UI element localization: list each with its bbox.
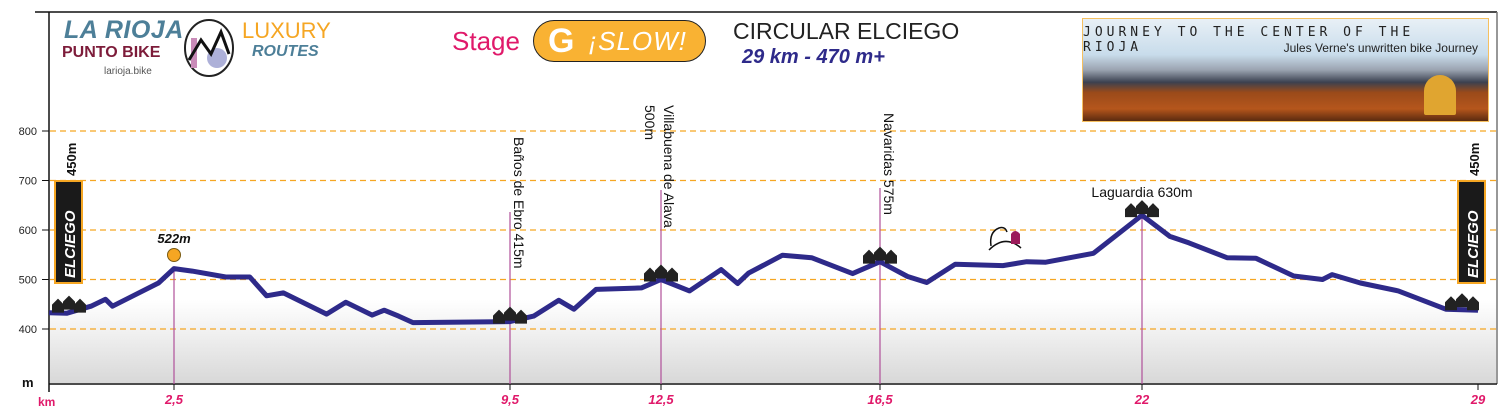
- y-tick-label: 400: [19, 324, 37, 336]
- banner-title: JOURNEY TO THE CENTER OF THE RIOJA: [1083, 25, 1415, 55]
- house-shape: [1467, 296, 1479, 311]
- y-tick-label: 500: [19, 275, 37, 287]
- cyclist-icon: [988, 226, 1022, 251]
- village-houses-icon: [493, 306, 527, 324]
- village-houses-icon: [863, 246, 897, 264]
- poi-label: Laguardia 630m: [1091, 184, 1192, 200]
- house-shape: [655, 264, 667, 279]
- house-shape: [515, 309, 527, 324]
- logo-luxury: LUXURY: [242, 18, 331, 43]
- logo-routes: ROUTES: [252, 43, 319, 60]
- vineyard-background: [50, 300, 1496, 383]
- mountain-emblem-icon: [184, 19, 234, 77]
- stage-letter: G: [548, 21, 575, 60]
- x-tick-label: 9,5: [501, 392, 520, 407]
- village-houses-icon: [52, 295, 86, 313]
- house-shape: [1445, 296, 1457, 311]
- summit-pin-icon: [167, 248, 181, 262]
- start-marker: ELCIEGO 450m: [54, 143, 83, 284]
- finish-marker: ELCIEGO 450m: [1457, 143, 1486, 284]
- y-axis-label: m: [22, 375, 34, 390]
- house-shape: [666, 267, 678, 282]
- house-shape: [504, 306, 516, 321]
- house-shape: [1147, 203, 1159, 218]
- house-shape: [493, 309, 505, 324]
- x-axis-label: km: [38, 395, 55, 409]
- village-houses-icon: [1125, 200, 1159, 218]
- route-title: CIRCULAR ELCIEGO: [733, 18, 960, 44]
- finish-name: ELCIEGO: [1465, 210, 1482, 278]
- y-tick-label: 800: [19, 126, 37, 138]
- x-tick-label: 22: [1134, 392, 1150, 407]
- poi-label: Baños de Ebro 415m: [511, 137, 527, 269]
- logo-punto-bike: PUNTO BIKE: [62, 44, 161, 61]
- poi-label: Navaridas 575m: [881, 113, 897, 215]
- stage-pace: ¡SLOW!: [588, 25, 687, 56]
- house-shape: [885, 249, 897, 264]
- logo-la-rioja: LA RIOJA: [64, 16, 184, 44]
- village-houses-icon: [644, 264, 678, 282]
- start-name: ELCIEGO: [62, 210, 79, 278]
- village-houses-icon: [1445, 293, 1479, 311]
- start-elevation: 450m: [64, 143, 79, 176]
- house-shape: [1125, 203, 1137, 218]
- stage-label: Stage: [452, 26, 520, 56]
- house-shape: [74, 298, 86, 313]
- x-tick-label: 12,5: [648, 392, 674, 407]
- finish-elevation: 450m: [1467, 143, 1482, 176]
- house-shape: [63, 295, 75, 310]
- banner-subtitle: Jules Verne's unwritten bike Journey: [1283, 41, 1478, 55]
- house-shape: [874, 246, 886, 261]
- banner-image: JOURNEY TO THE CENTER OF THE RIOJA Jules…: [1082, 18, 1489, 122]
- house-shape: [1456, 293, 1468, 308]
- house-shape: [644, 267, 656, 282]
- y-tick-label: 600: [19, 225, 37, 237]
- y-tick-label: 700: [19, 176, 37, 188]
- elevation-profile-line: [48, 212, 1479, 326]
- route-stats: 29 km - 470 m+: [742, 46, 885, 68]
- x-tick-label: 29: [1470, 392, 1486, 407]
- x-tick-label: 2,5: [164, 392, 184, 407]
- x-tick-label: 16,5: [867, 392, 893, 407]
- summit-label: 522m: [157, 231, 191, 246]
- poi-label-elevation: 500m: [642, 105, 658, 140]
- stone-hut-illustration: [1424, 75, 1456, 115]
- house-shape: [52, 298, 64, 313]
- logo-url: larioja.bike: [104, 66, 152, 77]
- house-shape: [1136, 200, 1148, 215]
- house-shape: [863, 249, 875, 264]
- stage-badge: G ¡SLOW!: [533, 20, 706, 62]
- poi-label: Villabuena de Alava: [661, 105, 677, 228]
